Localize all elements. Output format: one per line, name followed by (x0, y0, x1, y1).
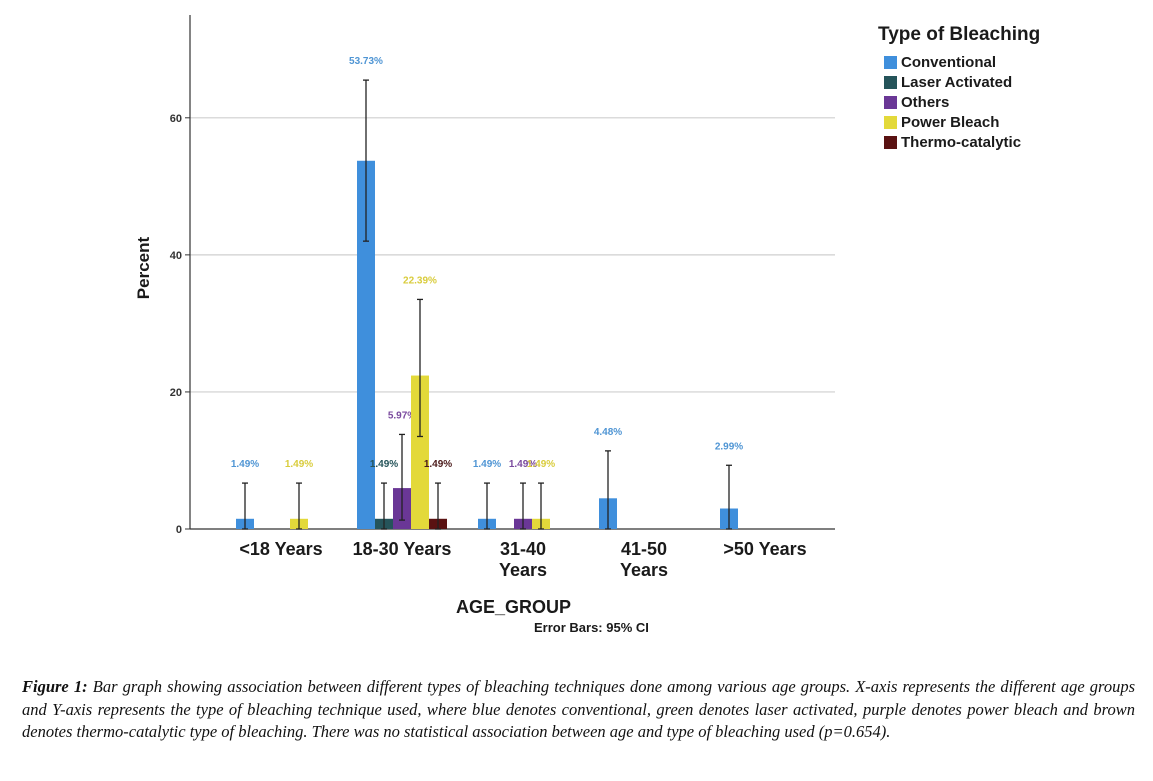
legend-item-power-bleach: Power Bleach (878, 112, 1040, 132)
data-label: 1.49% (509, 459, 537, 470)
x-tick-label: 41-50 (621, 539, 667, 559)
y-axis-label: Percent (134, 236, 153, 300)
caption-text: Bar graph showing association between di… (22, 677, 1135, 741)
data-label: 53.73% (349, 56, 383, 67)
legend-label: Conventional (901, 53, 997, 71)
bar (411, 375, 429, 529)
error-bar-note: Error Bars: 95% CI (534, 620, 649, 635)
x-tick-label: 18-30 Years (353, 539, 452, 559)
caption-lead: Figure 1: (22, 677, 88, 696)
x-tick-label: 31-40 (500, 539, 546, 559)
legend-item-others: Others (878, 92, 1040, 112)
legend-item-conventional: Conventional (878, 52, 1040, 72)
y-tick-label: 40 (170, 250, 182, 262)
legend-label: Laser Activated (901, 73, 1013, 91)
legend-swatch (884, 135, 897, 149)
legend-swatch (884, 75, 897, 89)
x-tick-label: Years (620, 560, 668, 580)
legend-swatch (884, 55, 897, 69)
data-label: 2.99% (715, 441, 743, 452)
legend-item-laser-activated: Laser Activated (878, 72, 1040, 92)
y-tick-label: 60 (170, 113, 182, 125)
legend-title: Type of Bleaching (878, 24, 1041, 45)
x-tick-label: <18 Years (239, 539, 322, 559)
x-tick-label: Years (499, 560, 547, 580)
figure-caption: Figure 1: Bar graph showing association … (22, 676, 1135, 744)
legend-label: Power Bleach (901, 113, 1000, 131)
y-tick-label: 0 (176, 524, 182, 536)
x-tick-label: >50 Years (723, 539, 806, 559)
data-label: 1.49% (285, 459, 313, 470)
bar (357, 160, 375, 530)
legend-swatch (884, 115, 897, 129)
data-label: 1.49% (473, 459, 501, 470)
data-label: 1.49% (527, 459, 555, 470)
legend-label: Thermo-catalytic (901, 133, 1022, 151)
data-label: 1.49% (370, 459, 398, 470)
x-axis-label: AGE_GROUP (456, 597, 572, 617)
data-label: 22.39% (403, 275, 437, 286)
data-label: 4.48% (594, 427, 622, 438)
data-label: 1.49% (231, 459, 259, 470)
legend: Type of Bleaching Conventional Laser Act… (878, 24, 1040, 152)
legend-label: Others (901, 93, 950, 111)
y-tick-label: 20 (170, 387, 182, 399)
legend-swatch (884, 95, 897, 109)
data-label: 5.97% (388, 410, 416, 421)
data-label: 1.49% (424, 459, 452, 470)
legend-item-thermo-catalytic: Thermo-catalytic (878, 132, 1040, 152)
